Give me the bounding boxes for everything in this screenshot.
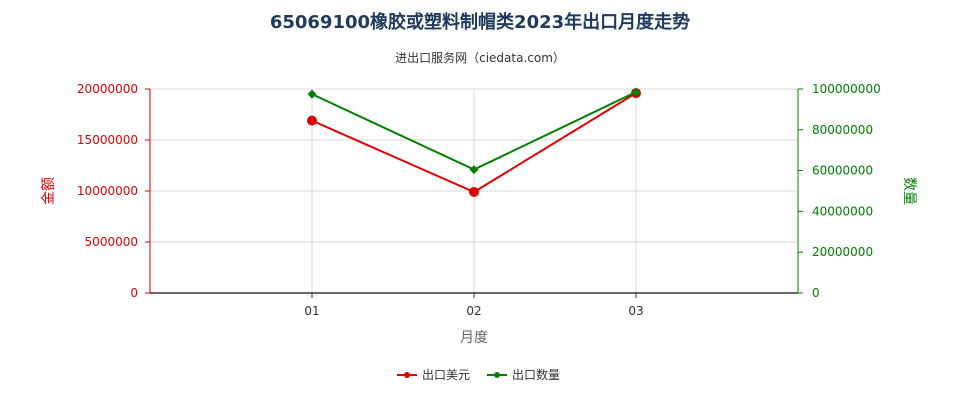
legend-swatch-marker (404, 372, 410, 378)
y-right-tick-label: 20000000 (812, 245, 873, 259)
y-left-tick-label: 20000000 (77, 82, 138, 96)
series-group (307, 87, 641, 198)
y-right-tick-label: 0 (812, 286, 820, 300)
y-right-tick-label: 60000000 (812, 164, 873, 178)
legend-swatch-marker (494, 372, 500, 378)
y-left-tick-label: 0 (130, 286, 138, 300)
y-axis-left-label: 金额 (41, 177, 57, 205)
y-right-tick-label: 80000000 (812, 123, 873, 137)
y-left-tick-label: 15000000 (77, 133, 138, 147)
data-point (631, 87, 641, 97)
y-right-tick-label: 100000000 (812, 82, 881, 96)
legend: 出口美元 出口数量 (397, 367, 560, 382)
legend-label: 出口数量 (512, 367, 560, 382)
x-tick-label: 01 (304, 304, 319, 318)
x-axis-label: 月度 (460, 330, 488, 346)
chart-title: 65069100橡胶或塑料制帽类2023年出口月度走势 (270, 11, 690, 33)
chart-subtitle: 进出口服务网（ciedata.com） (395, 50, 565, 65)
x-tick-label: 02 (466, 304, 481, 318)
x-tick-label: 03 (628, 304, 643, 318)
data-point (469, 165, 479, 175)
data-point (307, 89, 317, 99)
legend-label: 出口美元 (422, 368, 470, 382)
y-left-tick-label: 5000000 (85, 235, 138, 249)
data-point (469, 187, 479, 198)
data-point (307, 115, 317, 126)
axes: 0 5000000 10000000 15000000 20000000 01 02 03 0 2… (77, 82, 881, 318)
y-right-tick-label: 40000000 (812, 204, 873, 218)
y-left-tick-label: 10000000 (77, 184, 138, 198)
y-axis-right-label: 数量 (901, 177, 917, 205)
